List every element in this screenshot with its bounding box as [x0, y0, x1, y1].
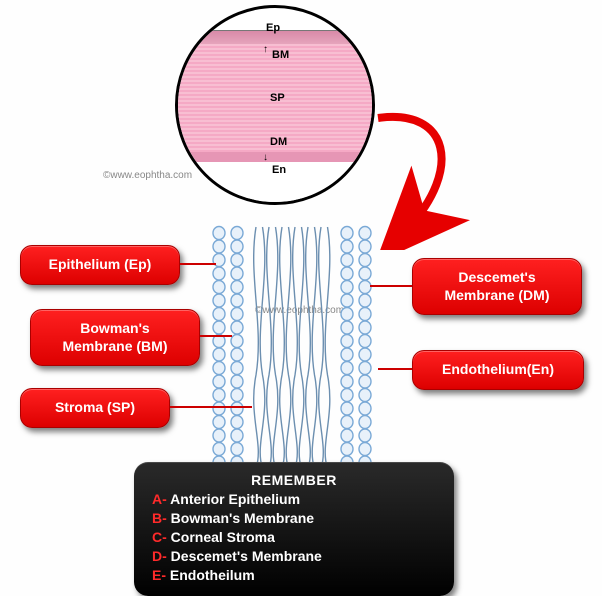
remember-row-e: E- Endotheilum	[152, 566, 436, 585]
remember-text: Endotheilum	[166, 567, 255, 583]
remember-box: REMEMBER A- Anterior Epithelium B- Bowma…	[134, 462, 454, 596]
remember-letter: A-	[152, 491, 167, 507]
remember-text: Bowman's Membrane	[167, 510, 314, 526]
remember-title: REMEMBER	[152, 472, 436, 488]
remember-letter: E-	[152, 567, 166, 583]
remember-row-d: D- Descemet's Membrane	[152, 547, 436, 566]
remember-text: Descemet's Membrane	[167, 548, 322, 564]
remember-letter: C-	[152, 529, 167, 545]
remember-letter: B-	[152, 510, 167, 526]
remember-text: Anterior Epithelium	[167, 491, 300, 507]
remember-row-c: C- Corneal Stroma	[152, 528, 436, 547]
remember-text: Corneal Stroma	[167, 529, 275, 545]
remember-row-a: A- Anterior Epithelium	[152, 490, 436, 509]
remember-row-b: B- Bowman's Membrane	[152, 509, 436, 528]
remember-letter: D-	[152, 548, 167, 564]
